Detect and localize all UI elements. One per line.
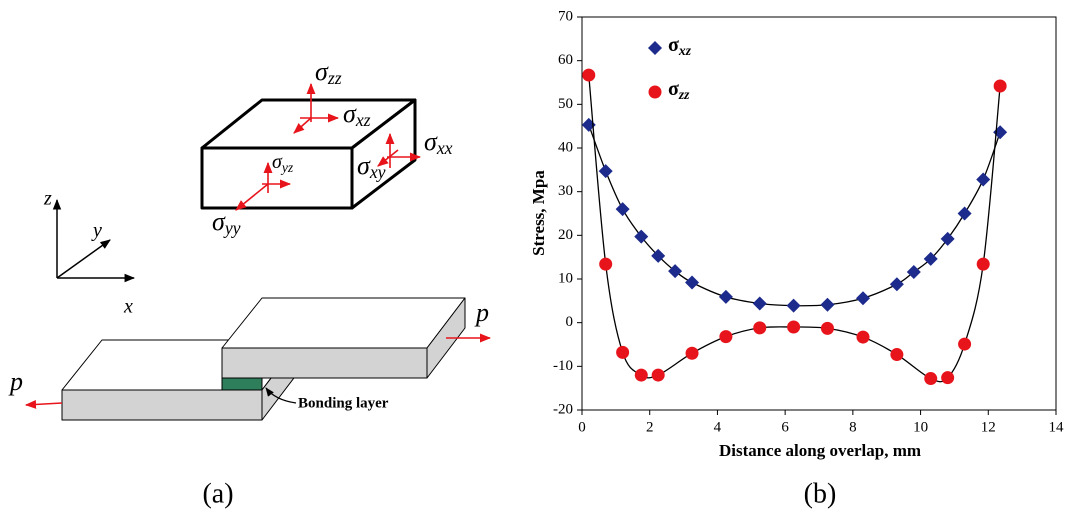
- y-tick-label: 40: [558, 139, 573, 155]
- caption: (b): [804, 478, 837, 509]
- stress-label: σzz: [315, 57, 342, 88]
- data-point: [651, 368, 665, 382]
- data-point: [958, 337, 972, 351]
- stress-label: σyy: [212, 207, 241, 238]
- x-tick-label: 0: [578, 419, 586, 435]
- data-point: [856, 330, 870, 344]
- y-axis-label: Stress, Mpa: [529, 170, 548, 256]
- data-point: [941, 371, 955, 385]
- stress-element: [200, 98, 417, 210]
- axis-letter: y: [91, 220, 102, 242]
- y-tick-label: 10: [558, 270, 573, 286]
- x-tick-label: 12: [981, 419, 996, 435]
- y-tick-label: 30: [558, 183, 573, 199]
- x-tick-label: 6: [781, 419, 789, 435]
- data-point: [598, 164, 613, 179]
- y-tick-label: -20: [553, 401, 573, 417]
- data-point: [615, 202, 630, 217]
- stress-label: σxx: [424, 127, 453, 158]
- data-point: [634, 229, 649, 244]
- data-point: [940, 231, 955, 246]
- x-axis-label: Distance along overlap, mm: [719, 441, 921, 460]
- stress-label: σxy: [357, 151, 386, 182]
- data-point: [923, 251, 938, 266]
- legend-marker: [648, 41, 662, 55]
- data-point: [890, 348, 904, 362]
- load-arrow: [24, 399, 63, 409]
- data-point: [786, 298, 801, 313]
- stress-label: σyz: [272, 151, 294, 176]
- x-tick-label: 8: [849, 419, 857, 435]
- data-point: [924, 372, 938, 386]
- data-point: [718, 289, 733, 304]
- legend-label: σzz: [668, 78, 690, 103]
- x-tick-label: 14: [1049, 419, 1065, 435]
- data-point: [582, 68, 596, 82]
- bonding-label: Bonding layer: [298, 395, 389, 411]
- load-label: p: [474, 298, 489, 327]
- axis-letter: z: [43, 188, 52, 210]
- stress-arrows: [235, 82, 422, 211]
- data-point: [753, 321, 767, 335]
- data-point: [752, 296, 767, 311]
- data-point: [616, 345, 630, 359]
- fit-line: [588, 124, 1001, 307]
- data-point: [856, 291, 871, 306]
- legend-marker: [648, 85, 662, 99]
- x-tick-label: 10: [913, 419, 928, 435]
- axis-letter: x: [123, 296, 133, 318]
- data-point: [976, 172, 991, 187]
- data-point: [668, 264, 683, 279]
- load-label: p: [8, 367, 23, 396]
- data-point: [634, 368, 648, 382]
- caption: (a): [202, 478, 233, 509]
- fit-line: [588, 75, 1001, 383]
- data-point: [820, 297, 835, 312]
- y-tick-label: -10: [553, 358, 573, 374]
- stress-label: σxz: [343, 99, 371, 130]
- data-point: [599, 257, 613, 271]
- data-point: [719, 330, 733, 344]
- coordinate-axes: [52, 198, 136, 283]
- data-point: [787, 320, 801, 334]
- y-tick-label: 60: [558, 52, 573, 68]
- x-tick-label: 4: [714, 419, 722, 435]
- legend-label: σxz: [668, 34, 692, 59]
- data-point: [957, 206, 972, 221]
- lap-joint: [61, 297, 466, 421]
- x-tick-label: 2: [646, 419, 654, 435]
- data-point: [906, 265, 921, 280]
- data-point: [651, 248, 666, 263]
- data-point: [685, 346, 699, 360]
- data-point: [685, 275, 700, 290]
- data-point: [889, 277, 904, 292]
- bonding-pointer: [265, 387, 297, 404]
- plot-frame: [581, 16, 1057, 411]
- data-point: [976, 257, 990, 271]
- y-tick-label: 70: [558, 8, 573, 24]
- data-point: [820, 321, 834, 335]
- y-tick-label: 0: [566, 314, 574, 330]
- y-tick-label: 50: [558, 96, 573, 112]
- data-point: [993, 79, 1007, 93]
- y-tick-label: 20: [558, 227, 573, 243]
